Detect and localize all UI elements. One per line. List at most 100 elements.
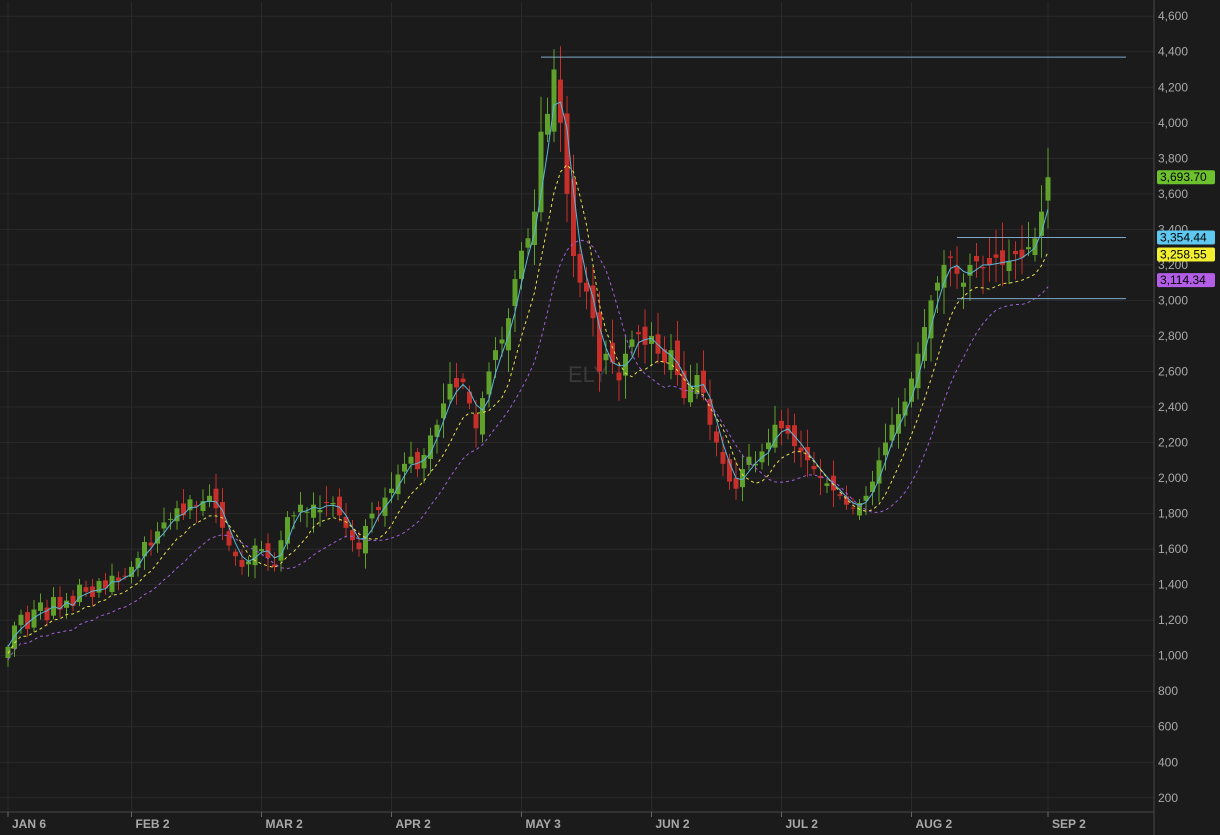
candle (226, 528, 232, 552)
time-axis[interactable]: JAN 6 FEB 2 MAR 2 APR 2 MAY 3 JUN 2 JUL 2 AUG 2… (7, 812, 1086, 831)
candle-body (44, 607, 50, 621)
candle-body (707, 399, 713, 425)
candle (38, 593, 43, 620)
candle (642, 309, 648, 364)
candle-body (902, 401, 908, 416)
candle (467, 385, 472, 410)
candle (25, 605, 30, 637)
candle (662, 336, 667, 375)
moving-average-line-1 (7, 101, 1049, 648)
candle (818, 458, 823, 496)
candle (1045, 147, 1051, 229)
x-tick-label: APR 2 (396, 817, 432, 831)
candle (766, 428, 771, 466)
candle (668, 333, 674, 380)
candle-body (584, 282, 589, 292)
candle-body (694, 375, 700, 394)
candle-body (980, 267, 986, 269)
candle (987, 236, 992, 282)
price-tag-background (1157, 170, 1215, 185)
candle-body (330, 502, 336, 505)
candle-body (259, 549, 264, 552)
candle-body (434, 424, 440, 437)
y-tick-label: 600 (1158, 720, 1178, 734)
candle (798, 430, 804, 468)
x-tick-label: AUG 2 (916, 817, 953, 831)
candle-body (798, 447, 804, 452)
candle-body (1006, 261, 1012, 271)
y-tick-label: 200 (1158, 791, 1178, 805)
y-tick-label: 4,400 (1158, 45, 1188, 59)
candle (421, 448, 427, 484)
candle (701, 350, 706, 401)
candle-body (103, 580, 108, 589)
candle-body (12, 625, 17, 649)
candle-body (447, 383, 453, 400)
candle-body (168, 518, 173, 520)
y-tick-label: 2,600 (1158, 364, 1188, 378)
candle (532, 189, 537, 266)
candle-body (915, 353, 921, 389)
candle (740, 454, 745, 502)
candle-body (818, 475, 823, 479)
candle (395, 464, 401, 501)
candle (330, 496, 336, 518)
candle-body (928, 300, 934, 339)
candle-body (519, 250, 524, 279)
candle (967, 253, 973, 301)
candle (239, 549, 245, 575)
candle (174, 500, 180, 530)
candle-body (460, 378, 466, 383)
candle (428, 427, 433, 474)
candle-body (402, 463, 407, 472)
price-tag: 3,258.55 (1157, 247, 1215, 262)
candle-body (246, 561, 251, 565)
candle-body (772, 424, 778, 448)
candle (187, 494, 193, 520)
candle (337, 488, 342, 522)
candle-body (142, 542, 147, 557)
candle-body (428, 435, 433, 459)
candle-body (642, 326, 648, 345)
candle-body (1026, 247, 1031, 250)
candle (109, 563, 115, 596)
candle (733, 461, 739, 500)
y-tick-label: 1,200 (1158, 613, 1188, 627)
candle-body (194, 505, 199, 507)
y-tick-label: 2,400 (1158, 400, 1188, 414)
x-tick-label: JAN 6 (12, 817, 46, 831)
price-tag-label: 3,354.44 (1160, 230, 1207, 244)
candle (77, 578, 82, 607)
moving-average-line-3 (7, 239, 1049, 661)
price-tag-background (1157, 247, 1215, 262)
candle-body (220, 501, 225, 528)
candle-body (408, 456, 414, 464)
candle-body (18, 614, 24, 626)
candle-body (681, 370, 687, 399)
candle-body (278, 540, 284, 561)
candle (499, 326, 505, 357)
candle-body (629, 339, 635, 347)
y-tick-label: 2,800 (1158, 329, 1188, 343)
y-tick-label: 1,400 (1158, 578, 1188, 592)
candle (616, 361, 622, 401)
candle-body (668, 350, 674, 370)
y-tick-label: 4,600 (1158, 9, 1188, 23)
y-tick-label: 3,800 (1158, 151, 1188, 165)
candle (116, 571, 121, 591)
candle-body (889, 424, 895, 441)
candle (1039, 185, 1044, 258)
candle-body (883, 442, 888, 456)
candle-body (304, 511, 310, 513)
candle-body (863, 495, 869, 501)
candle-body (467, 391, 472, 404)
candle (889, 407, 895, 448)
candle (564, 95, 570, 223)
candle-body (688, 385, 693, 403)
candle (12, 621, 17, 657)
y-tick-label: 3,600 (1158, 187, 1188, 201)
candle (181, 489, 186, 520)
candle-body (655, 334, 661, 354)
candle-body (174, 508, 180, 522)
